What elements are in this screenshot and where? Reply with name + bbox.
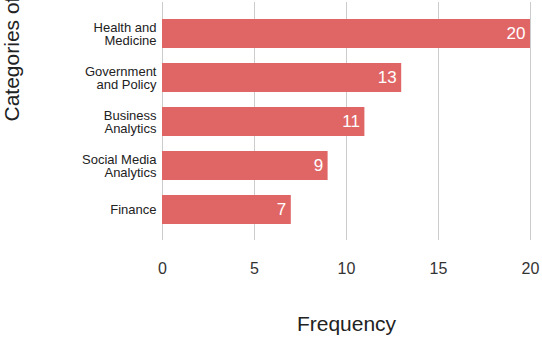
svg-text:11: 11 — [342, 112, 360, 131]
svg-text:7: 7 — [277, 200, 286, 219]
svg-text:0: 0 — [158, 260, 167, 277]
svg-text:Health andMedicine: Health andMedicine — [94, 20, 157, 48]
svg-text:Frequency: Frequency — [297, 312, 397, 335]
svg-text:5: 5 — [250, 260, 259, 277]
svg-text:BusinessAnalytics: BusinessAnalytics — [104, 108, 157, 136]
svg-text:Finance: Finance — [110, 202, 156, 217]
svg-text:13: 13 — [378, 68, 397, 87]
svg-text:20: 20 — [507, 24, 526, 43]
svg-text:20: 20 — [522, 260, 540, 277]
svg-text:Governmentand Policy: Governmentand Policy — [85, 64, 157, 92]
svg-text:15: 15 — [430, 260, 448, 277]
svg-text:9: 9 — [314, 156, 323, 175]
svg-text:10: 10 — [338, 260, 356, 277]
svg-text:Categories of Application: Categories of Application — [0, 0, 23, 122]
svg-text:Social MediaAnalytics: Social MediaAnalytics — [82, 152, 157, 180]
